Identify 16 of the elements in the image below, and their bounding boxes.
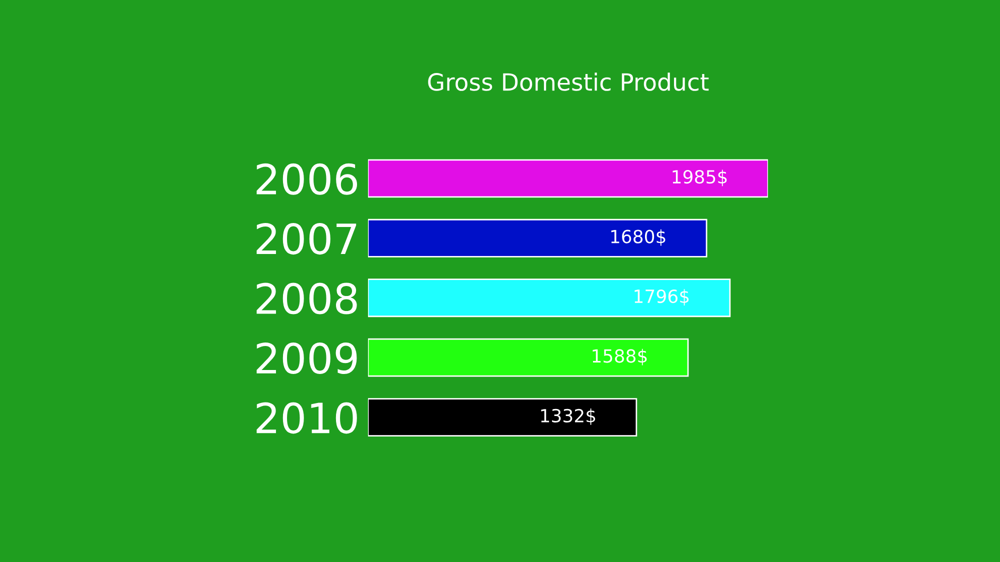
chart-title: Gross Domestic Product <box>428 72 709 91</box>
bar <box>368 159 768 198</box>
y-tick-label: 2006 <box>256 163 358 195</box>
bar <box>368 338 689 377</box>
data-label: 1680$ <box>611 229 666 246</box>
bar <box>368 278 731 318</box>
data-label: 1332$ <box>541 408 596 425</box>
bar <box>368 398 638 436</box>
y-tick-label: 2009 <box>256 342 357 374</box>
y-tick-label: 2007 <box>256 223 356 255</box>
y-tick-label: 2010 <box>256 402 357 434</box>
bar <box>368 218 708 258</box>
y-tick-label: 2008 <box>256 282 357 314</box>
data-label: 1588$ <box>592 348 647 366</box>
data-label: 1796$ <box>634 289 689 306</box>
data-label: 1985$ <box>672 170 727 186</box>
